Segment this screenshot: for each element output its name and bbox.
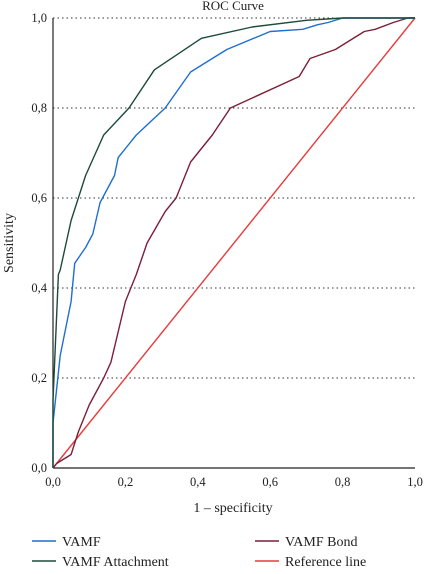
y-axis-label: Sensitivity bbox=[2, 213, 17, 273]
chart-title: ROC Curve bbox=[202, 0, 264, 13]
x-tick-label: 0,6 bbox=[262, 475, 278, 489]
x-tick-label: 0,2 bbox=[118, 475, 134, 489]
series-lines bbox=[52, 17, 416, 469]
tick-labels: 0,0 0,2 0,4 0,6 0,8 1,0 0,0 0,2 0,4 0,6 0,8 1,0 bbox=[31, 11, 422, 489]
y-tick-label: 0,2 bbox=[31, 371, 47, 385]
series-line-vamf bbox=[52, 17, 415, 468]
legend-label-vamf-attachment: VAMF Attachment bbox=[62, 555, 169, 570]
x-tick-label: 0,8 bbox=[335, 475, 351, 489]
legend: VAMF VAMF Attachment VAMF Bond Reference li… bbox=[32, 535, 366, 570]
series-line-reference-line bbox=[52, 17, 416, 469]
y-tick-label: 0,0 bbox=[31, 461, 47, 475]
x-axis-label: 1 – specificity bbox=[193, 501, 272, 516]
series-line-vamf-bond bbox=[52, 17, 415, 469]
x-tick-label: 1,0 bbox=[407, 475, 423, 489]
legend-label-vamf-bond: VAMF Bond bbox=[285, 535, 358, 550]
x-tick-label: 0,4 bbox=[190, 475, 206, 489]
x-tick-label: 0,0 bbox=[45, 475, 61, 489]
legend-label-vamf: VAMF bbox=[62, 535, 101, 550]
gridlines bbox=[53, 17, 415, 379]
y-tick-label: 0,4 bbox=[31, 281, 47, 295]
y-tick-label: 0,6 bbox=[31, 191, 47, 205]
legend-label-reference-line: Reference line bbox=[285, 555, 366, 570]
y-tick-label: 1,0 bbox=[31, 11, 47, 25]
series-line-vamf-attachment bbox=[52, 17, 415, 468]
y-tick-label: 0,8 bbox=[31, 101, 47, 115]
